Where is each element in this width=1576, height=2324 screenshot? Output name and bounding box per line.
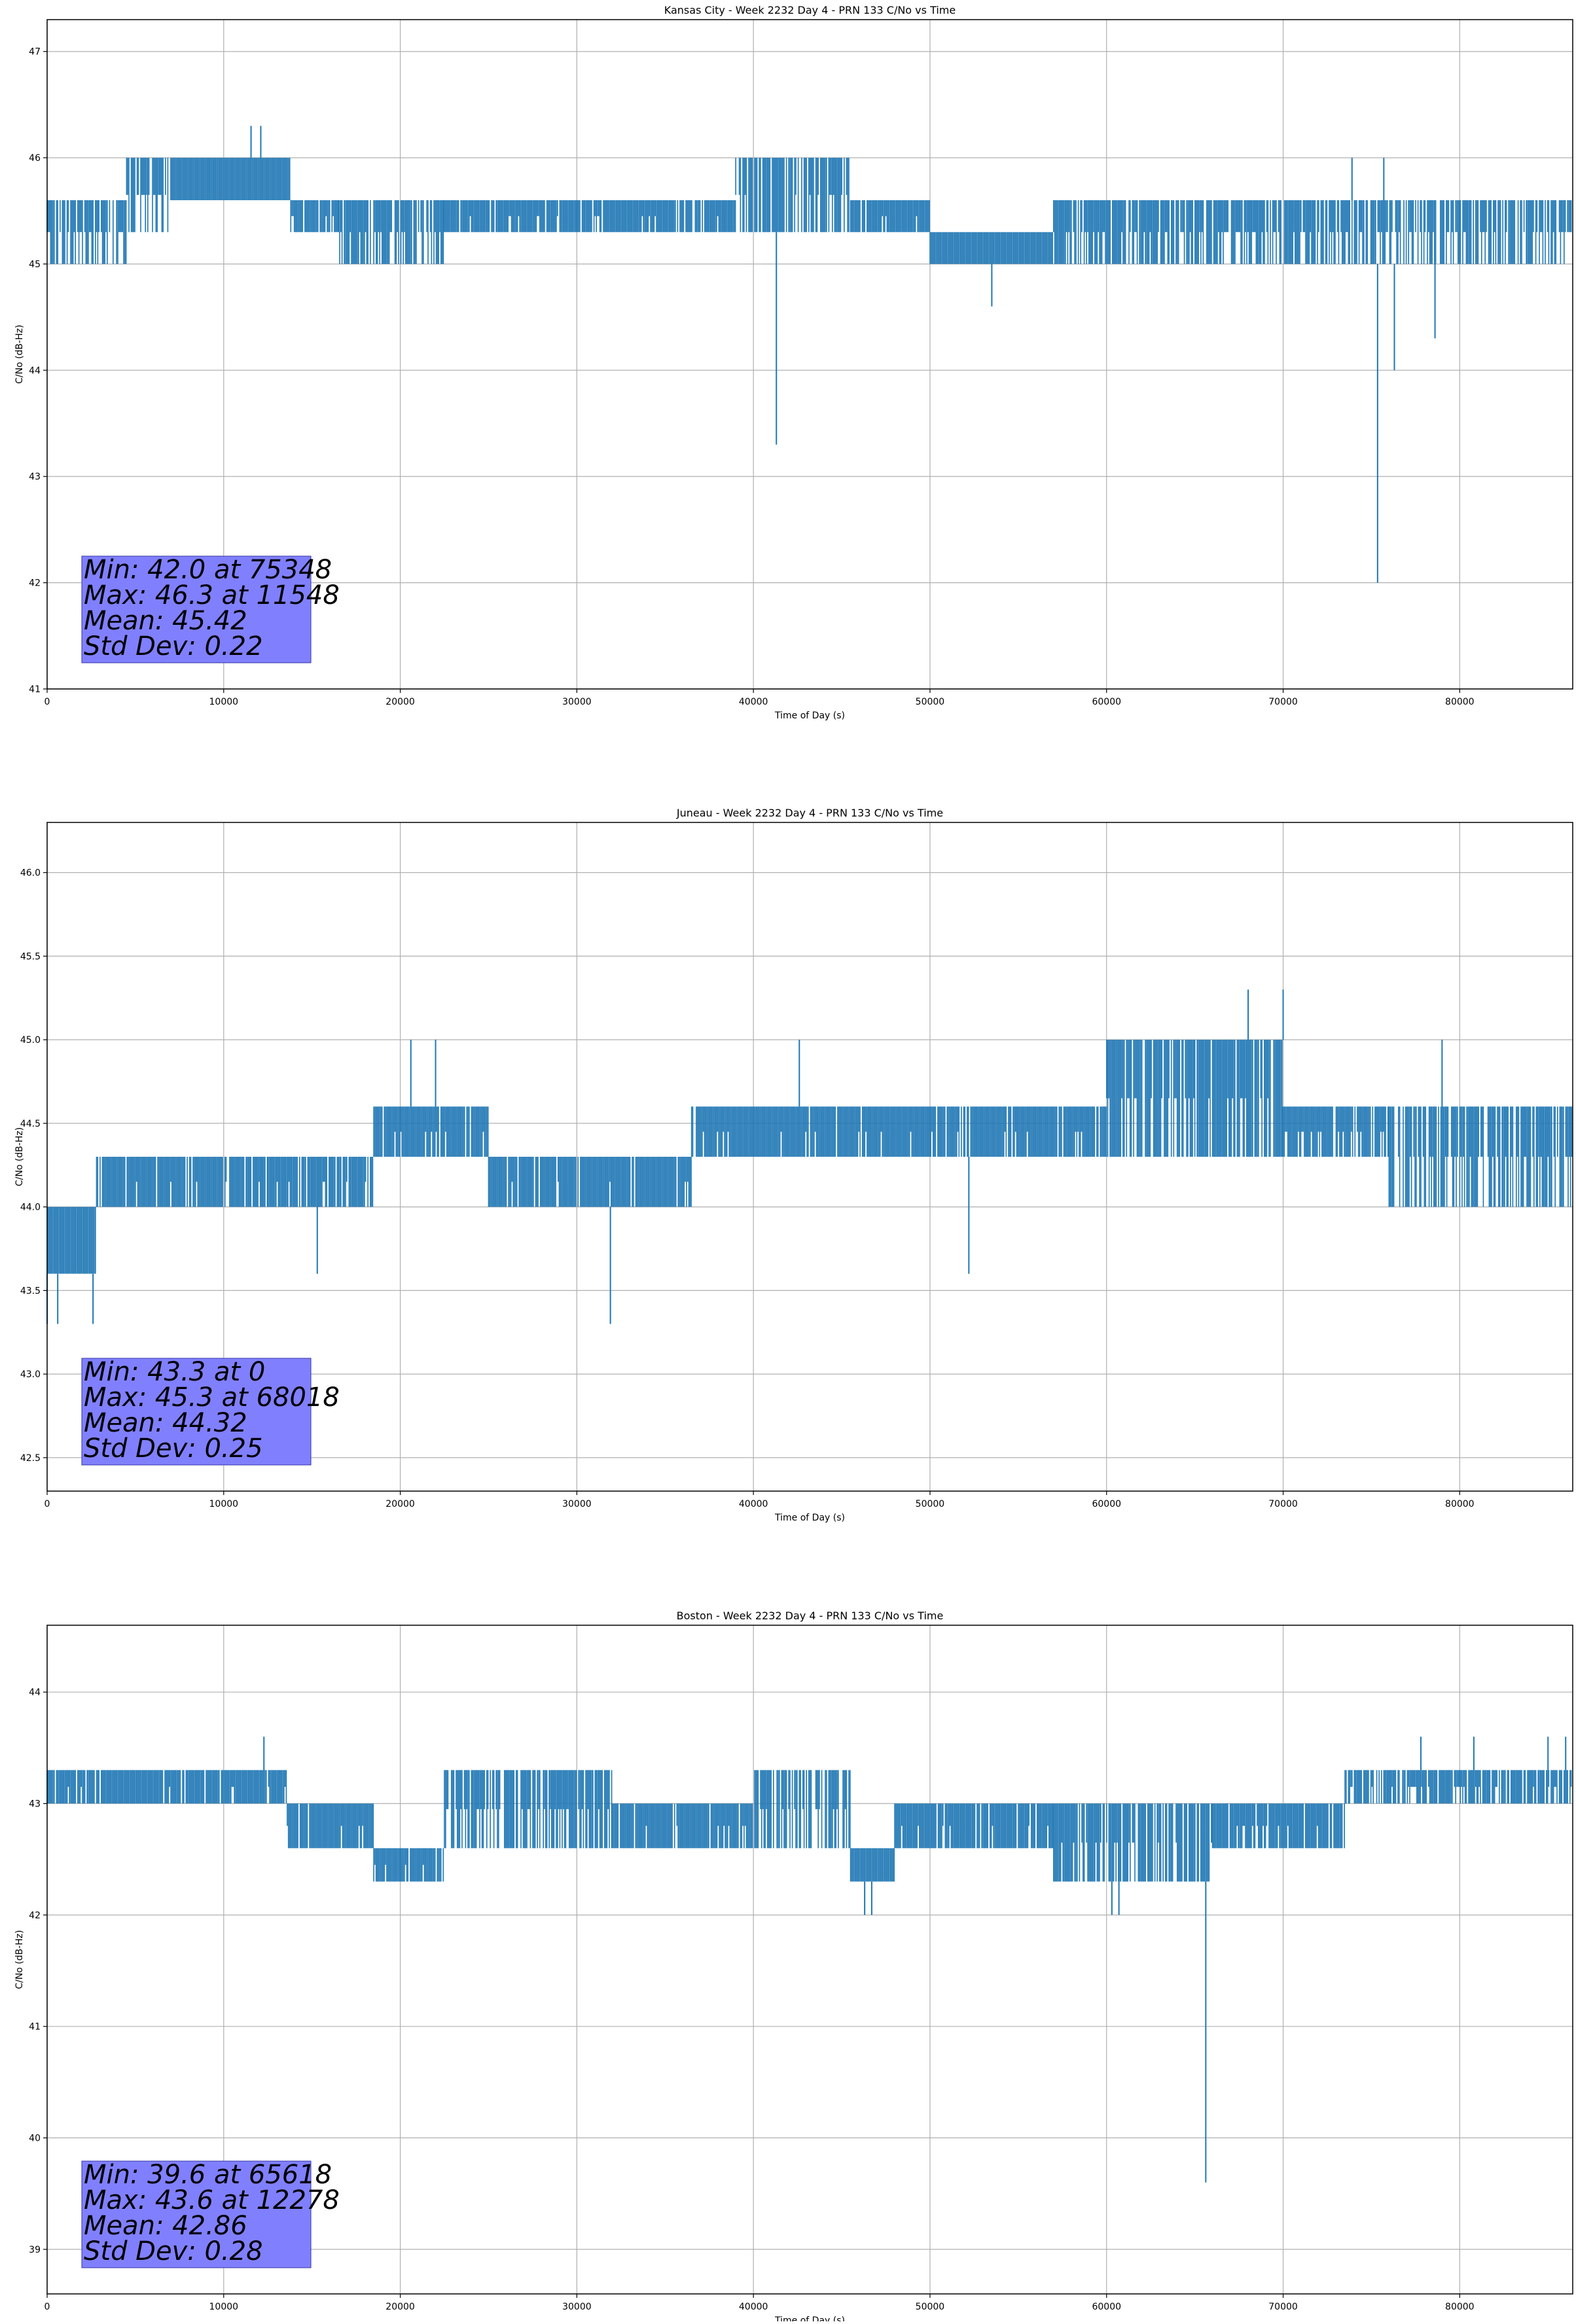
x-tick-label: 20000 [385, 2302, 415, 2312]
stats-line: Min: 42.0 at 75348 [84, 555, 332, 585]
y-axis-label: C/No (dB-Hz) [14, 1127, 25, 1186]
y-axis-label: C/No (dB-Hz) [14, 1930, 25, 1989]
x-tick-label: 0 [45, 1499, 50, 1509]
chart-title: Juneau - Week 2232 Day 4 - PRN 133 C/No … [676, 807, 943, 819]
boston-chart: 0 10000 20000 30000 40000 50000 60000 70000 8000… [0, 1548, 1576, 2324]
x-tick-label: 0 [45, 2302, 50, 2312]
x-tick-label: 0 [45, 697, 50, 707]
y-tick-label: 43 [29, 1799, 41, 1810]
y-tick-label: 41 [29, 684, 41, 695]
y-tick-label: 41 [29, 2022, 41, 2032]
y-tick-label: 44.5 [20, 1119, 41, 1129]
y-tick-label: 39 [29, 2245, 41, 2255]
chart-title: Boston - Week 2232 Day 4 - PRN 133 C/No … [677, 1610, 944, 1622]
stats-line: Std Dev: 0.22 [84, 631, 263, 661]
x-tick-label: 10000 [209, 2302, 239, 2312]
stats-line: Min: 39.6 at 65618 [84, 2160, 332, 2190]
stats-box [81, 2160, 312, 2268]
x-tick-label: 70000 [1268, 2302, 1298, 2312]
y-tick-label: 43.5 [20, 1286, 41, 1296]
stats-line: Mean: 44.32 [84, 1408, 247, 1438]
x-tick-label: 40000 [739, 2302, 768, 2312]
x-tick-label: 10000 [209, 697, 239, 707]
y-tick-label: 45.0 [20, 1035, 41, 1046]
y-tick-label: 46.0 [20, 868, 41, 879]
y-tick-label: 45.5 [20, 951, 41, 962]
x-tick-label: 70000 [1268, 1499, 1298, 1509]
axes-frame [46, 19, 1573, 690]
stats-line: Max: 46.3 at 11548 [84, 580, 340, 610]
chart-svg: 0 10000 20000 30000 40000 50000 60000 70000 8000… [14, 4, 1573, 721]
x-tick-label: 60000 [1092, 697, 1121, 707]
x-axis-label: Time of Day (s) [774, 1513, 845, 1523]
x-tick-label: 20000 [385, 1499, 415, 1509]
x-axis-label: Time of Day (s) [774, 711, 845, 721]
axes-frame [46, 822, 1573, 1492]
x-axis-label: Time of Day (s) [774, 2315, 845, 2321]
x-tick-label: 30000 [562, 2302, 592, 2312]
stats-line: Mean: 42.86 [84, 2211, 247, 2241]
y-tick-label: 44 [29, 1687, 41, 1698]
stats-line: Min: 43.3 at 0 [84, 1357, 265, 1387]
x-tick-label: 10000 [209, 1499, 239, 1509]
x-tick-label: 70000 [1268, 697, 1298, 707]
y-axis-label: C/No (dB-Hz) [14, 325, 25, 383]
x-tick-label: 60000 [1092, 2302, 1121, 2312]
x-tick-label: 80000 [1445, 2302, 1475, 2312]
chart-svg: 0 10000 20000 30000 40000 50000 60000 70000 8000… [14, 807, 1573, 1523]
stats-box [81, 1358, 312, 1466]
juneau-chart: 0 10000 20000 30000 40000 50000 60000 70000 8000… [0, 774, 1576, 1548]
x-tick-label: 40000 [739, 1499, 768, 1509]
y-tick-label: 40 [29, 2134, 41, 2144]
stats-line: Max: 45.3 at 68018 [84, 1382, 340, 1413]
x-tick-label: 80000 [1445, 697, 1475, 707]
y-tick-label: 44.0 [20, 1203, 41, 1213]
y-tick-label: 47 [29, 47, 41, 58]
x-tick-label: 30000 [562, 1499, 592, 1509]
stats-line: Std Dev: 0.28 [84, 2236, 263, 2266]
y-tick-label: 42.5 [20, 1453, 41, 1464]
y-tick-label: 44 [29, 366, 41, 376]
kansas-city-chart: 0 10000 20000 30000 40000 50000 60000 70000 8000… [0, 0, 1576, 774]
x-tick-label: 50000 [916, 2302, 945, 2312]
x-tick-label: 20000 [385, 697, 415, 707]
x-tick-label: 50000 [916, 697, 945, 707]
y-tick-label: 43.0 [20, 1369, 41, 1380]
stats-line: Max: 43.6 at 12278 [84, 2185, 340, 2215]
y-tick-label: 42 [29, 1910, 41, 1921]
chart-title: Kansas City - Week 2232 Day 4 - PRN 133 … [664, 4, 956, 16]
x-tick-label: 30000 [562, 697, 592, 707]
axes-frame [46, 1625, 1573, 2295]
stats-line: Std Dev: 0.25 [84, 1434, 263, 1464]
y-tick-label: 45 [29, 259, 41, 270]
x-tick-label: 50000 [916, 1499, 945, 1509]
stats-box [81, 555, 312, 663]
y-tick-label: 42 [29, 578, 41, 589]
x-tick-label: 40000 [739, 697, 768, 707]
chart-svg: 0 10000 20000 30000 40000 50000 60000 70000 8000… [14, 1610, 1573, 2324]
y-tick-label: 46 [29, 153, 41, 164]
y-tick-label: 43 [29, 472, 41, 482]
stats-line: Mean: 45.42 [84, 606, 247, 636]
x-tick-label: 60000 [1092, 1499, 1121, 1509]
x-tick-label: 80000 [1445, 1499, 1475, 1509]
